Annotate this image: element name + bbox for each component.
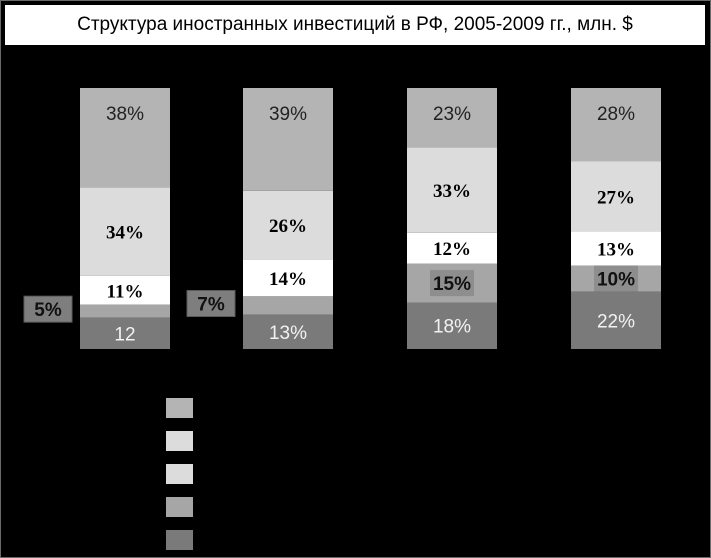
bar-segment	[80, 187, 170, 276]
data-label: 26%	[269, 216, 307, 237]
bar-segment	[243, 190, 333, 260]
data-label: 38%	[106, 104, 144, 125]
data-label: 15%	[433, 274, 471, 295]
data-label-box	[430, 270, 474, 297]
legend-swatch	[166, 398, 193, 418]
data-label-box	[594, 265, 638, 292]
bar-segment	[243, 314, 333, 349]
chart-title: Структура иностранных инвестиций в РФ, 2…	[77, 14, 633, 35]
data-label: 12%	[433, 239, 471, 260]
bar-segment	[407, 88, 497, 148]
data-label: 34%	[106, 223, 144, 244]
data-label: 11%	[107, 281, 144, 302]
data-label: 14%	[269, 269, 307, 290]
bar-segment	[80, 275, 170, 305]
chart-title-box: Структура иностранных инвестиций в РФ, 2…	[5, 5, 705, 45]
bar-segment	[243, 296, 333, 315]
data-label: 10%	[597, 270, 635, 291]
bar-segment	[243, 259, 333, 297]
data-label: 22%	[597, 311, 635, 332]
bar-segment	[571, 88, 661, 162]
bar-segment	[80, 304, 170, 318]
data-label: 33%	[433, 181, 471, 202]
bar-segment	[407, 147, 497, 233]
legend-swatch	[166, 530, 193, 550]
data-label: 18%	[433, 317, 471, 338]
bar-segment	[80, 317, 170, 349]
data-label: 12	[114, 324, 135, 345]
data-label: 13%	[269, 323, 307, 344]
legend-swatch	[166, 464, 193, 484]
bar-segment	[243, 88, 333, 191]
data-label: 27%	[597, 187, 635, 208]
data-label: 39%	[269, 104, 307, 125]
bar-segment	[80, 88, 170, 188]
data-label: 23%	[433, 104, 471, 125]
bar-segment	[571, 161, 661, 232]
data-label-box	[186, 290, 236, 317]
bar-segment	[571, 291, 661, 349]
legend-swatch	[166, 497, 193, 517]
data-label: 28%	[597, 104, 635, 125]
data-label: 7%	[197, 295, 225, 316]
data-label: 13%	[597, 240, 635, 261]
bar-segment	[407, 232, 497, 264]
bar-segment	[571, 231, 661, 266]
bar-segment	[407, 302, 497, 349]
data-label: 5%	[34, 300, 62, 321]
legend-swatch	[166, 431, 193, 451]
data-label-box	[23, 295, 73, 323]
